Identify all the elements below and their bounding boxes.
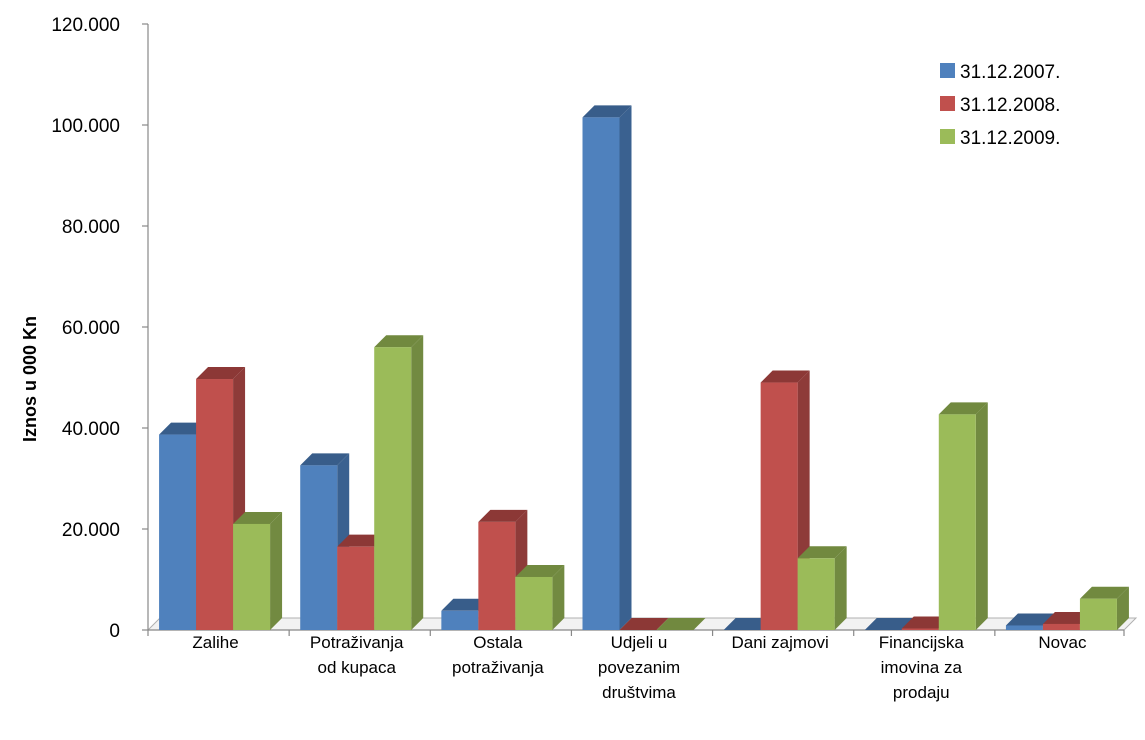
bar-top <box>478 509 528 522</box>
category-label: Potraživanja <box>310 633 404 652</box>
bar-0-2 <box>233 511 283 630</box>
bar-front <box>938 414 976 630</box>
bar-top <box>337 534 387 547</box>
bar-5-2 <box>938 402 988 630</box>
bar-front <box>1042 623 1080 630</box>
y-tick-label: 120.000 <box>51 15 120 36</box>
bar-front <box>760 382 798 630</box>
legend-swatch <box>940 129 955 144</box>
y-tick-label: 40.000 <box>62 419 120 440</box>
bar-top <box>656 618 706 630</box>
bar-4-2 <box>797 546 847 630</box>
bar-side <box>411 335 424 630</box>
bar-top <box>901 616 951 629</box>
y-tick-label: 20.000 <box>62 520 120 541</box>
bar-top <box>864 618 914 630</box>
bar-front <box>196 379 234 630</box>
category-labels: Zalihe Potraživanja od kupaca Ostala potraži… <box>192 633 1087 702</box>
bar-side <box>619 105 632 631</box>
bar-side <box>552 564 565 630</box>
y-tick-label: 100.000 <box>51 116 120 137</box>
bar-front <box>337 546 375 630</box>
bar-front <box>582 117 620 631</box>
bar-top <box>441 598 491 611</box>
bar-side <box>270 511 283 630</box>
bar-front <box>515 576 553 630</box>
legend-swatch <box>940 96 955 111</box>
bar-top <box>723 618 773 630</box>
bar-front <box>374 347 412 630</box>
bar-top <box>760 370 810 383</box>
legend-entry: 31.12.2008. <box>940 95 1060 116</box>
bar-front <box>159 434 197 630</box>
bars <box>159 105 1129 631</box>
legend-swatch <box>940 63 955 78</box>
legend-label: 31.12.2008. <box>960 95 1060 116</box>
bar-1-2 <box>374 335 424 630</box>
bar-2-2 <box>515 564 565 630</box>
bar-front <box>797 558 835 630</box>
category-label: Ostala <box>473 633 523 652</box>
bar-top <box>797 546 847 559</box>
bar-front <box>441 610 479 630</box>
bar-6-2 <box>1079 586 1129 630</box>
category-label: Dani zajmovi <box>731 633 828 652</box>
legend-entry: 31.12.2007. <box>940 62 1060 83</box>
legend-label: 31.12.2009. <box>960 128 1060 149</box>
bar-4-0 <box>723 618 773 630</box>
bar-top <box>619 618 669 630</box>
bar-top <box>1042 611 1092 624</box>
bar-0-1 <box>196 367 246 630</box>
bar-1-0 <box>300 453 350 630</box>
bar-top <box>1005 613 1055 626</box>
bar-top <box>374 335 424 348</box>
category-label: Novac <box>1038 633 1087 652</box>
y-tick-label: 80.000 <box>62 217 120 238</box>
category-label: od kupaca <box>317 658 396 677</box>
bar-top <box>233 511 283 524</box>
category-label: prodaju <box>893 683 950 702</box>
category-label: imovina za <box>881 658 963 677</box>
bar-front <box>233 523 271 630</box>
category-label: društvima <box>602 683 676 702</box>
bar-3-2 <box>656 618 706 630</box>
y-axis-title: Iznos u 000 Kn <box>20 316 40 442</box>
category-label: Udjeli u <box>611 633 668 652</box>
bar-side <box>975 402 988 630</box>
bar-top <box>582 105 632 118</box>
bar-3-0 <box>582 105 632 631</box>
legend: 31.12.2007. 31.12.2008. 31.12.2009. <box>940 62 1060 149</box>
category-label: povezanim <box>598 658 680 677</box>
bar-top <box>159 422 209 435</box>
y-tick-label: 60.000 <box>62 318 120 339</box>
bar-front <box>478 521 516 630</box>
legend-entry: 31.12.2009. <box>940 128 1060 149</box>
bar-top <box>300 453 350 466</box>
bar-top <box>1079 586 1129 599</box>
bar-5-0 <box>864 618 914 630</box>
bar-front <box>1005 625 1043 630</box>
bar-top <box>938 402 988 415</box>
bar-side <box>1116 586 1129 630</box>
category-label: Financijska <box>879 633 965 652</box>
bar-side <box>834 546 847 630</box>
bar-front <box>901 628 939 630</box>
y-tick-label: 0 <box>109 621 120 642</box>
bar-top <box>196 367 246 380</box>
category-label: Zalihe <box>192 633 238 652</box>
bar-front <box>300 465 338 630</box>
category-label: potraživanja <box>452 658 544 677</box>
bar-top <box>515 564 565 577</box>
legend-label: 31.12.2007. <box>960 62 1060 83</box>
bar-3-1 <box>619 618 669 630</box>
y-tick-labels: 0 20.000 40.000 60.000 80.000 100.000 120.000 <box>51 15 120 642</box>
bar-front <box>1079 598 1117 630</box>
